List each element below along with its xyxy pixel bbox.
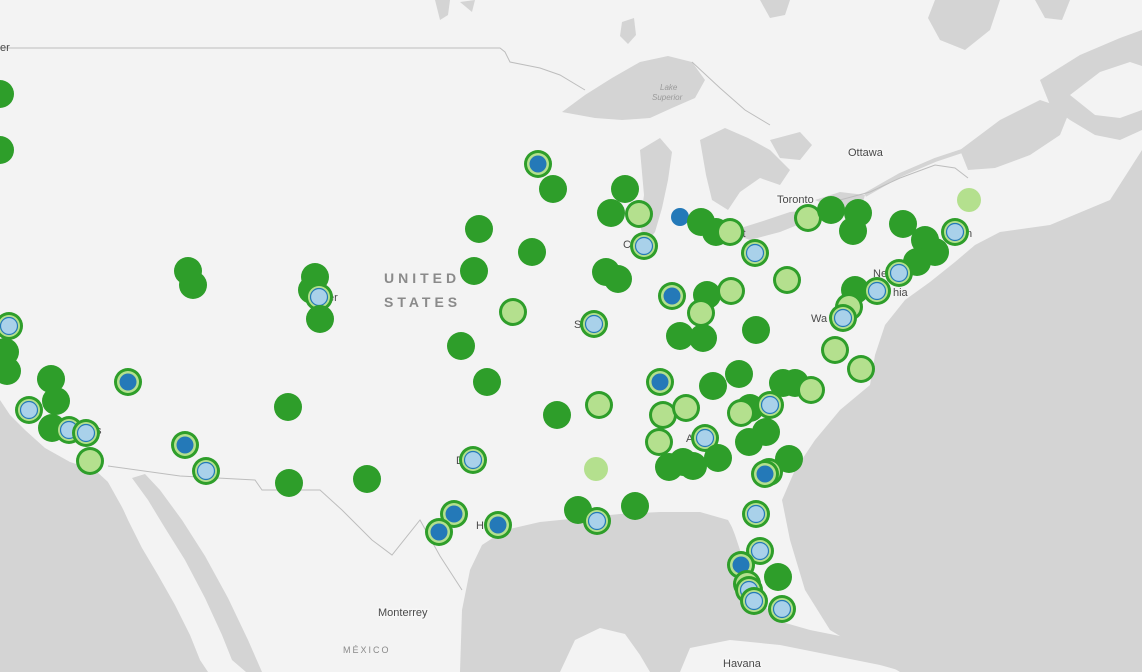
marker-dark-green[interactable] [699,372,727,400]
marker-dark-green[interactable] [621,492,649,520]
marker-dark-green[interactable] [275,469,303,497]
label-lake-superior-1: Lake [660,83,678,92]
label-havana: Havana [723,658,762,670]
marker-ring-light-green[interactable] [847,355,875,383]
marker-dark-green[interactable] [473,368,501,396]
marker-dark-green[interactable] [725,360,753,388]
marker-dark-green[interactable] [465,215,493,243]
marker-dark-green[interactable] [817,196,845,224]
marker-dark-green[interactable] [543,401,571,429]
marker-ring-light-blue[interactable] [741,239,769,267]
marker-ring-dark-blue[interactable] [646,368,674,396]
marker-light-green[interactable] [957,188,981,212]
marker-ring-dark-blue[interactable] [114,368,142,396]
label-monterrey: Monterrey [378,607,428,619]
marker-light-green[interactable] [584,457,608,481]
marker-dark-green[interactable] [539,175,567,203]
marker-ring-dark-blue[interactable] [425,518,453,546]
marker-ring-light-green[interactable] [687,299,715,327]
marker-ring-light-blue[interactable] [742,500,770,528]
marker-dark-green[interactable] [735,428,763,456]
marker-ring-light-blue[interactable] [829,304,857,332]
marker-ring-light-green[interactable] [76,447,104,475]
marker-ring-light-green[interactable] [797,376,825,404]
marker-dark-green[interactable] [447,332,475,360]
marker-dark-green[interactable] [679,452,707,480]
label-vancouver: er [0,42,10,54]
marker-dark-green[interactable] [460,257,488,285]
label-ottawa: Ottawa [848,147,884,159]
marker-ring-dark-blue[interactable] [524,150,552,178]
marker-ring-light-blue[interactable] [72,419,100,447]
marker-ring-light-green[interactable] [716,218,744,246]
marker-dark-green[interactable] [611,175,639,203]
marker-ring-dark-blue[interactable] [751,460,779,488]
marker-ring-light-blue[interactable] [740,587,768,615]
marker-ring-light-green[interactable] [727,399,755,427]
marker-ring-light-green[interactable] [645,428,673,456]
marker-ring-light-blue[interactable] [580,310,608,338]
marker-dark-green[interactable] [742,316,770,344]
marker-ring-light-blue[interactable] [459,446,487,474]
marker-ring-light-blue[interactable] [885,259,913,287]
marker-ring-dark-blue[interactable] [658,282,686,310]
marker-ring-light-blue[interactable] [583,507,611,535]
marker-ring-light-blue[interactable] [863,277,891,305]
label-philadelphia: hia [893,287,909,299]
marker-dark-green[interactable] [274,393,302,421]
marker-ring-light-blue[interactable] [768,595,796,623]
marker-ring-light-green[interactable] [821,336,849,364]
marker-dark-green[interactable] [179,271,207,299]
marker-dark-green[interactable] [306,305,334,333]
marker-ring-light-green[interactable] [499,298,527,326]
marker-dark-green[interactable] [764,563,792,591]
marker-ring-light-green[interactable] [585,391,613,419]
marker-dark-green[interactable] [839,217,867,245]
marker-ring-light-green[interactable] [625,200,653,228]
marker-dark-green[interactable] [604,265,632,293]
marker-dark-green[interactable] [42,387,70,415]
marker-ring-light-green[interactable] [717,277,745,305]
marker-dark-green[interactable] [704,444,732,472]
marker-ring-light-blue[interactable] [630,232,658,260]
marker-ring-light-green[interactable] [672,394,700,422]
marker-ring-light-blue[interactable] [192,457,220,485]
marker-ring-light-blue[interactable] [15,396,43,424]
marker-dark-green[interactable] [518,238,546,266]
marker-dark-green[interactable] [689,324,717,352]
label-mexico: MÉXICO [343,645,391,655]
marker-dark-green[interactable] [353,465,381,493]
marker-dark-blue[interactable] [671,208,689,226]
marker-ring-dark-blue[interactable] [171,431,199,459]
marker-dark-green[interactable] [597,199,625,227]
marker-ring-light-green[interactable] [773,266,801,294]
marker-ring-light-blue[interactable] [756,391,784,419]
label-united: UNITED [384,270,460,286]
label-states: STATES [384,294,461,310]
marker-ring-light-blue[interactable] [941,218,969,246]
label-lake-superior-2: Superior [652,93,683,102]
marker-ring-dark-blue[interactable] [484,511,512,539]
